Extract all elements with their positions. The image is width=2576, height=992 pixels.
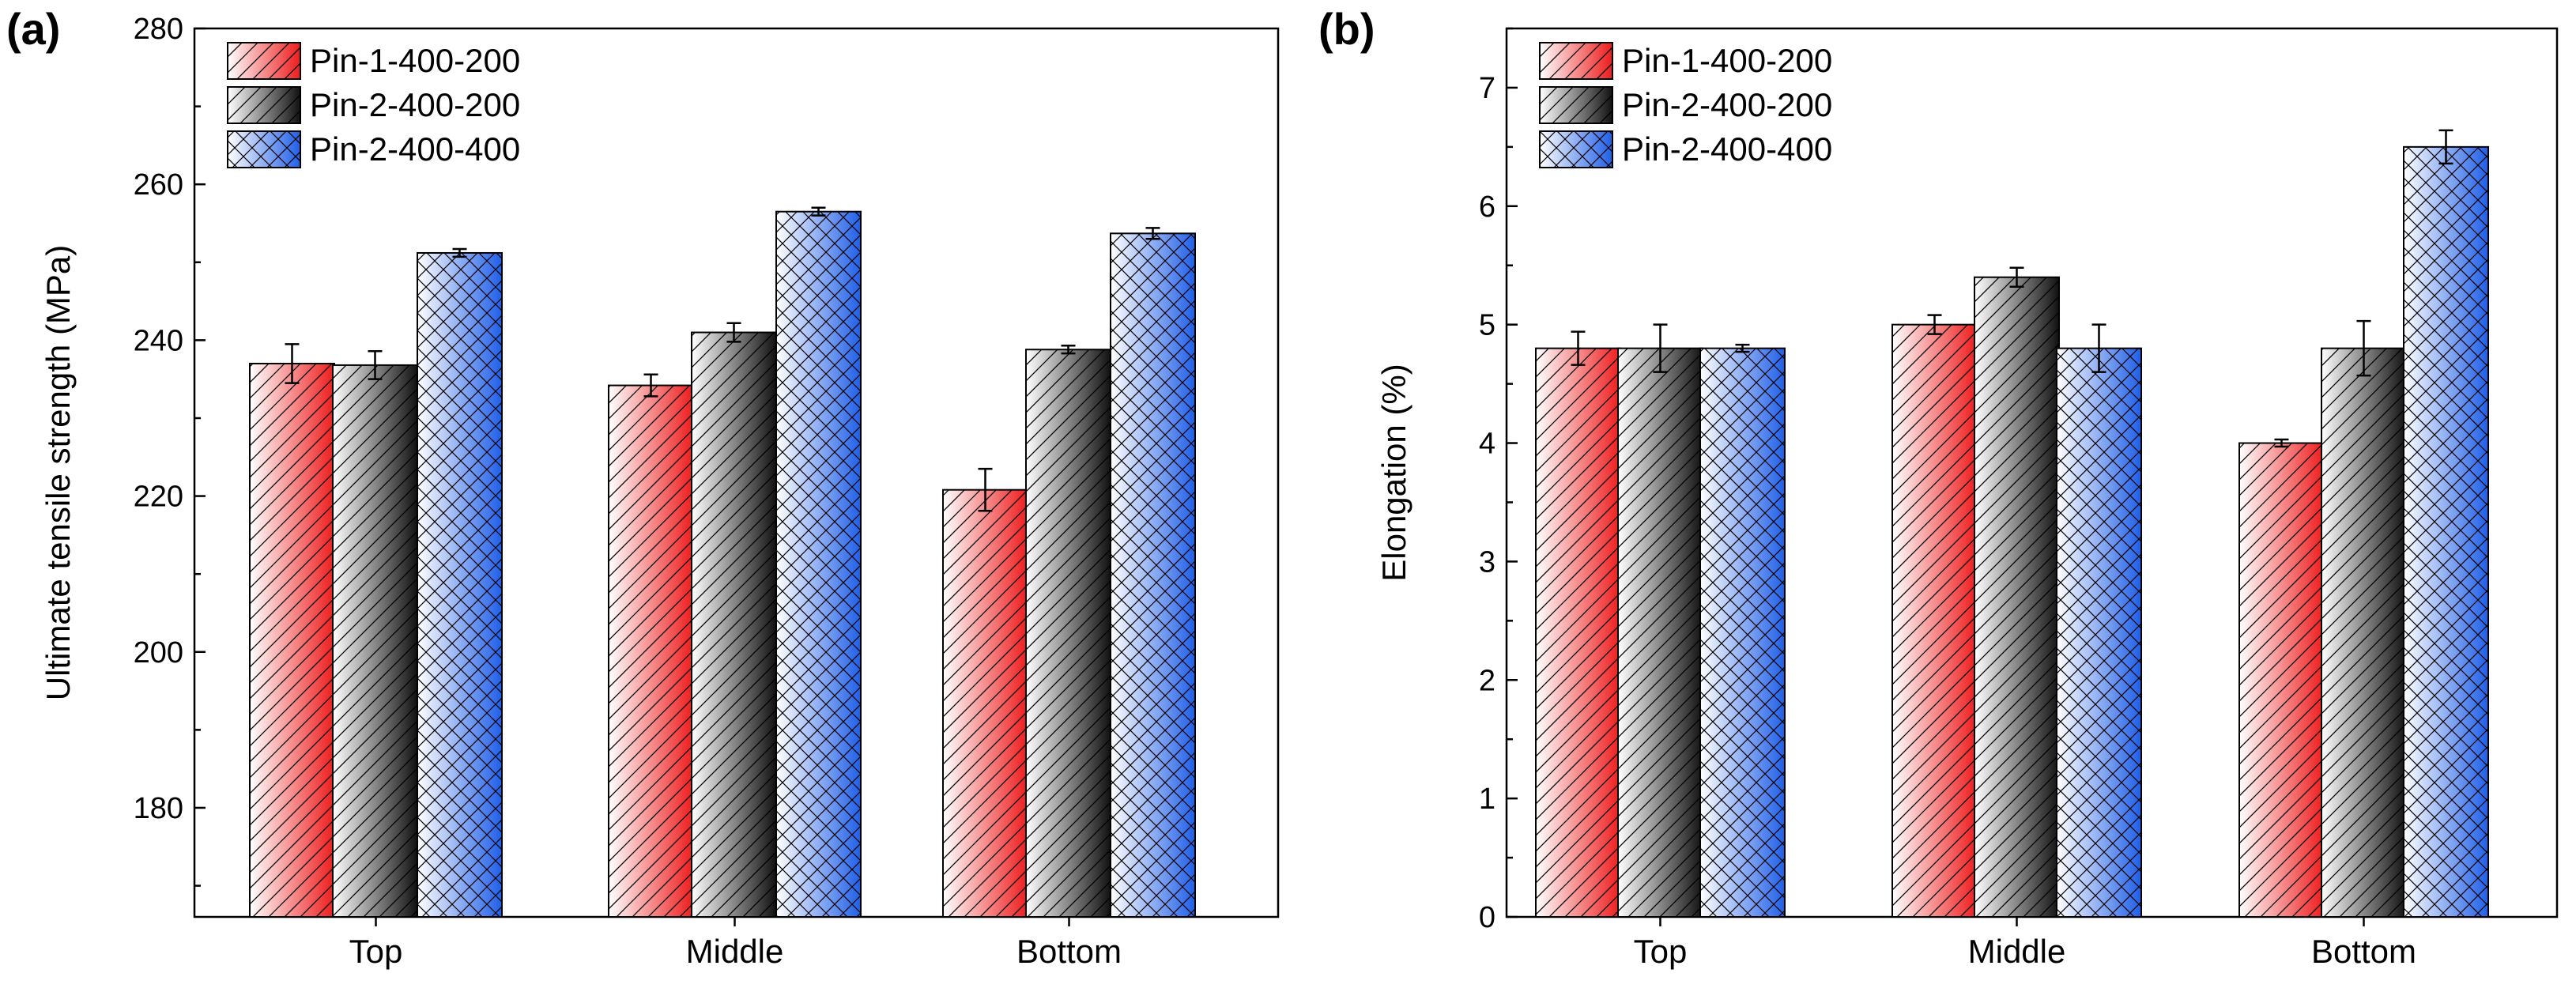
x-axis-ticks: Top Middle Bottom bbox=[1634, 917, 2416, 970]
bar-hatch bbox=[1535, 347, 1621, 918]
legend-swatch-hatch bbox=[1539, 42, 1613, 80]
bar-hatch bbox=[775, 210, 862, 918]
y-tick-label: 5 bbox=[1479, 309, 1495, 342]
y-tick-label: 220 bbox=[134, 481, 183, 514]
x-tick-label: Middle bbox=[1968, 933, 2066, 970]
panel-a: (a) Ultimate tensile strength (MPa) 180 2… bbox=[6, 4, 1280, 970]
panel-b: (b) Elongation (%) 0 1 2 3 4 5 6 7 Top Middle Bot… bbox=[1318, 4, 2559, 970]
bar-hatch bbox=[417, 251, 503, 918]
y-tick-label: 0 bbox=[1479, 901, 1495, 934]
legend-swatch-hatch bbox=[227, 42, 301, 80]
legend-swatch-hatch bbox=[227, 86, 301, 124]
x-tick-label: Top bbox=[1634, 933, 1688, 970]
bar-hatch bbox=[332, 364, 418, 918]
legend-swatch-hatch bbox=[227, 130, 301, 168]
x-axis-ticks: Top Middle Bottom bbox=[349, 917, 1122, 970]
y-tick-label: 240 bbox=[134, 324, 183, 357]
bar-group bbox=[1535, 129, 2489, 918]
y-tick-label: 7 bbox=[1479, 72, 1495, 105]
bar-hatch bbox=[2056, 347, 2142, 918]
bar-group bbox=[249, 206, 1196, 918]
legend: Pin-1-400-200 Pin-2-400-200 Pin-2-400-400 bbox=[227, 42, 520, 168]
legend-swatch-hatch bbox=[1539, 130, 1613, 168]
legend-label: Pin-2-400-200 bbox=[310, 86, 520, 123]
y-tick-label: 3 bbox=[1479, 545, 1495, 579]
y-tick-label: 2 bbox=[1479, 664, 1495, 697]
bar-hatch bbox=[249, 362, 335, 918]
y-axis-title: Elongation (%) bbox=[1375, 364, 1412, 581]
bar-hatch bbox=[2238, 442, 2325, 918]
y-tick-label: 280 bbox=[134, 13, 183, 46]
bar-hatch bbox=[942, 488, 1028, 918]
legend-label: Pin-2-400-200 bbox=[1622, 86, 1832, 123]
y-tick-label: 4 bbox=[1479, 428, 1495, 461]
bar-hatch bbox=[1699, 347, 1786, 918]
legend-label: Pin-2-400-400 bbox=[310, 130, 520, 168]
bar-hatch bbox=[2321, 347, 2407, 918]
y-tick-label: 200 bbox=[134, 636, 183, 670]
legend-label: Pin-2-400-400 bbox=[1622, 130, 1832, 168]
legend-label: Pin-1-400-200 bbox=[310, 42, 520, 79]
y-tick-label: 260 bbox=[134, 168, 183, 202]
y-axis-ticks: 0 1 2 3 4 5 6 7 bbox=[1479, 27, 1518, 934]
y-tick-label: 6 bbox=[1479, 190, 1495, 224]
bar-hatch bbox=[1025, 349, 1111, 918]
x-tick-label: Bottom bbox=[2311, 933, 2416, 970]
bar-hatch bbox=[1110, 232, 1196, 918]
legend-label: Pin-1-400-200 bbox=[1622, 42, 1832, 79]
bar-hatch bbox=[1974, 276, 2060, 918]
y-axis-ticks: 180 200 220 240 260 280 bbox=[134, 13, 206, 887]
legend: Pin-1-400-200 Pin-2-400-200 Pin-2-400-400 bbox=[1539, 42, 1832, 168]
y-axis-title: Ultimate tensile strength (MPa) bbox=[40, 245, 77, 701]
bar-hatch bbox=[2403, 145, 2489, 918]
x-tick-label: Bottom bbox=[1016, 933, 1122, 970]
bar-hatch bbox=[1617, 347, 1703, 918]
y-tick-label: 1 bbox=[1479, 783, 1495, 816]
panel-label: (a) bbox=[6, 4, 60, 54]
x-tick-label: Middle bbox=[686, 933, 784, 970]
panel-label: (b) bbox=[1318, 4, 1375, 54]
bar-hatch bbox=[608, 384, 694, 918]
legend-swatch-hatch bbox=[1539, 86, 1613, 124]
bar-hatch bbox=[1891, 323, 1978, 918]
bar-hatch bbox=[691, 331, 777, 918]
y-tick-label: 180 bbox=[134, 792, 183, 825]
x-tick-label: Top bbox=[349, 933, 403, 970]
